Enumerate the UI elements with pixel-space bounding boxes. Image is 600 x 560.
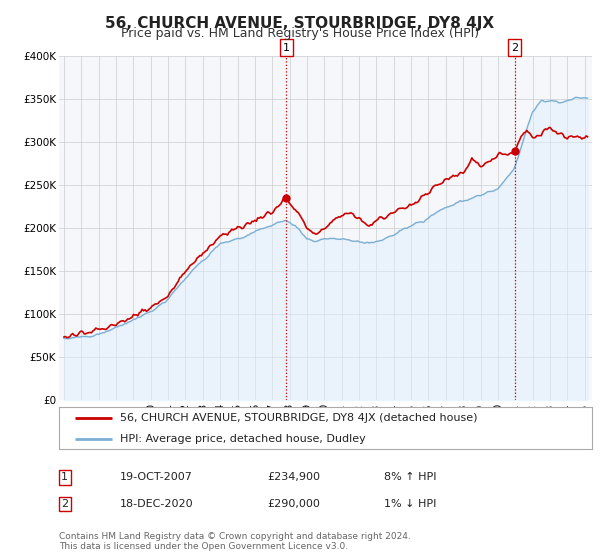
Text: 19-OCT-2007: 19-OCT-2007 [120,472,193,482]
Text: This data is licensed under the Open Government Licence v3.0.: This data is licensed under the Open Gov… [59,542,348,551]
Text: 1% ↓ HPI: 1% ↓ HPI [384,499,436,509]
Text: 8% ↑ HPI: 8% ↑ HPI [384,472,437,482]
Text: 18-DEC-2020: 18-DEC-2020 [120,499,194,509]
Text: 1: 1 [61,472,68,482]
Text: £290,000: £290,000 [267,499,320,509]
Text: 2: 2 [61,499,68,509]
Text: 56, CHURCH AVENUE, STOURBRIDGE, DY8 4JX (detached house): 56, CHURCH AVENUE, STOURBRIDGE, DY8 4JX … [120,413,478,423]
Text: Contains HM Land Registry data © Crown copyright and database right 2024.: Contains HM Land Registry data © Crown c… [59,532,410,541]
Text: £234,900: £234,900 [267,472,320,482]
Text: HPI: Average price, detached house, Dudley: HPI: Average price, detached house, Dudl… [120,433,366,444]
Text: Price paid vs. HM Land Registry's House Price Index (HPI): Price paid vs. HM Land Registry's House … [121,27,479,40]
Text: 1: 1 [283,43,290,53]
Text: 2: 2 [511,43,518,53]
Text: 56, CHURCH AVENUE, STOURBRIDGE, DY8 4JX: 56, CHURCH AVENUE, STOURBRIDGE, DY8 4JX [106,16,494,31]
